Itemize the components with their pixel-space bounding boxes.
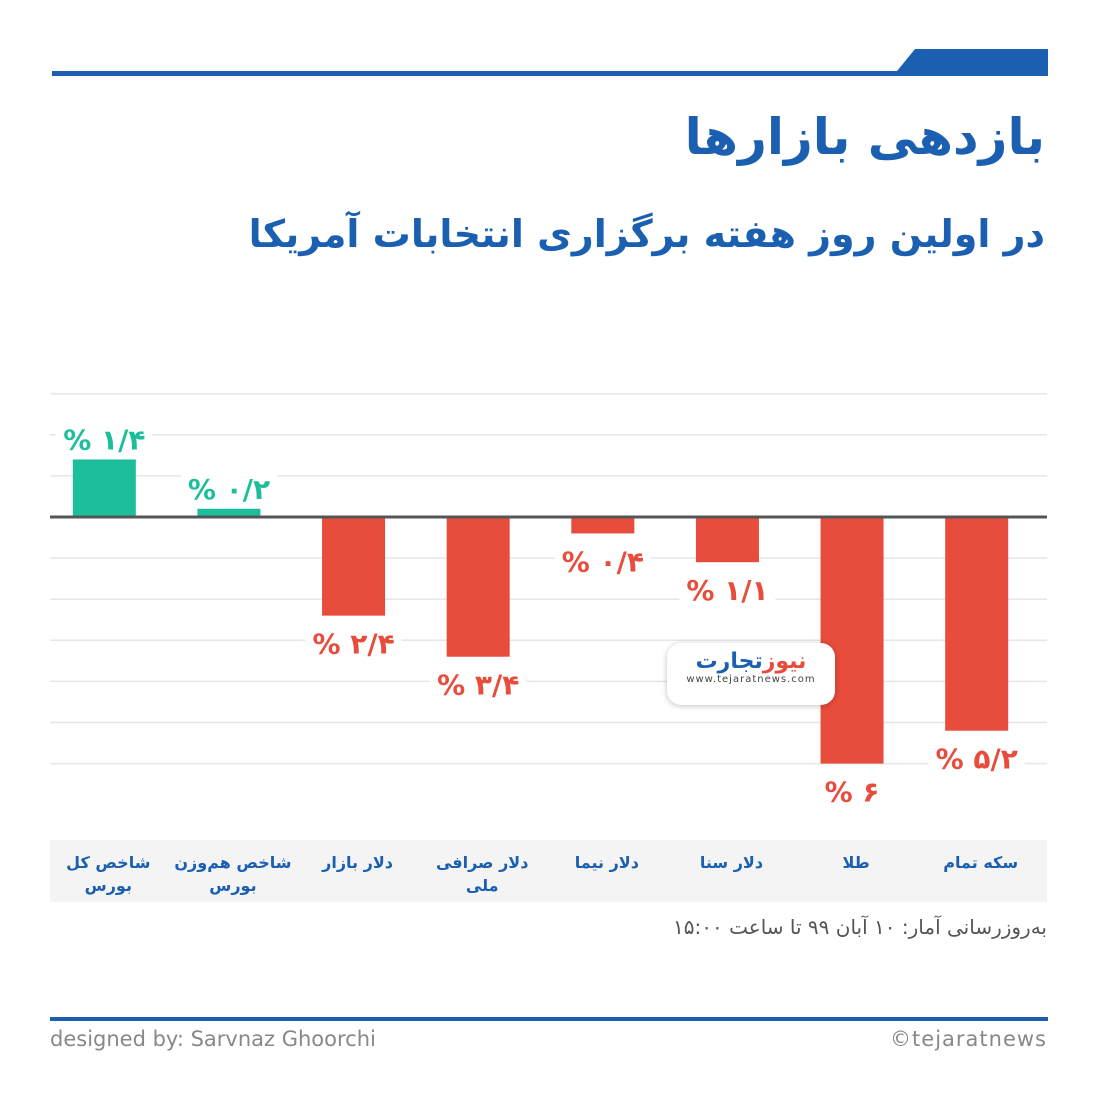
data-label: ۱/۴ % [63,423,145,456]
category-label: ملی [466,876,499,895]
bar [945,517,1009,731]
bar [197,508,261,517]
bar [322,517,386,616]
data-label-background [180,468,277,507]
category-band [50,840,1047,902]
data-label: ۶ % [825,776,880,809]
bar [820,517,884,764]
data-label-background [56,419,153,458]
logo-url: www.tejaratnews.com [686,674,816,685]
chart-title: بازدهی بازارها [684,108,1045,166]
category-label: شاخص کل [66,853,150,872]
chart-subtitle: در اولین روز هفته برگزاری انتخابات آمریک… [248,212,1045,256]
category-label: دلار نیما [575,853,639,872]
bar [695,517,759,563]
update-note: به‌روزرسانی آمار: ۱۰ آبان ۹۹ تا ساعت ۱۵:… [673,915,1047,939]
bar [446,517,510,657]
category-label: بورس [85,876,132,895]
tejaratnews-logo: نیوزتجارت www.tejaratnews.com [667,643,835,705]
data-label: ۱/۱ % [686,574,768,607]
data-label: ۳/۴ % [437,669,519,702]
data-label-background [430,664,527,703]
category-label: طلا [842,853,869,872]
category-label: شاخص هم‌وزن [174,853,291,872]
bar [571,517,635,534]
data-label: ۲/۴ % [312,628,394,661]
data-label-background [804,771,901,810]
category-label: سکه تمام [943,853,1018,872]
data-label: ۰/۴ % [562,545,644,578]
header-rule [52,71,1048,76]
category-label: دلار بازار [321,853,393,872]
copyright: ©tejaratnews [890,1027,1047,1051]
data-label-background [928,738,1025,777]
category-label: دلار سنا [700,853,763,872]
data-label-background [554,541,651,580]
bar [72,459,136,517]
designer-credit: designed by: Sarvnaz Ghoorchi [50,1027,376,1051]
category-label: بورس [209,876,256,895]
data-label: ۰/۲ % [188,473,270,506]
data-label-background [305,623,402,662]
data-label: ۵/۲ % [936,743,1018,776]
category-label: دلار صرافی [436,853,528,872]
footer-rule [50,1017,1048,1021]
data-label-background [679,570,776,609]
